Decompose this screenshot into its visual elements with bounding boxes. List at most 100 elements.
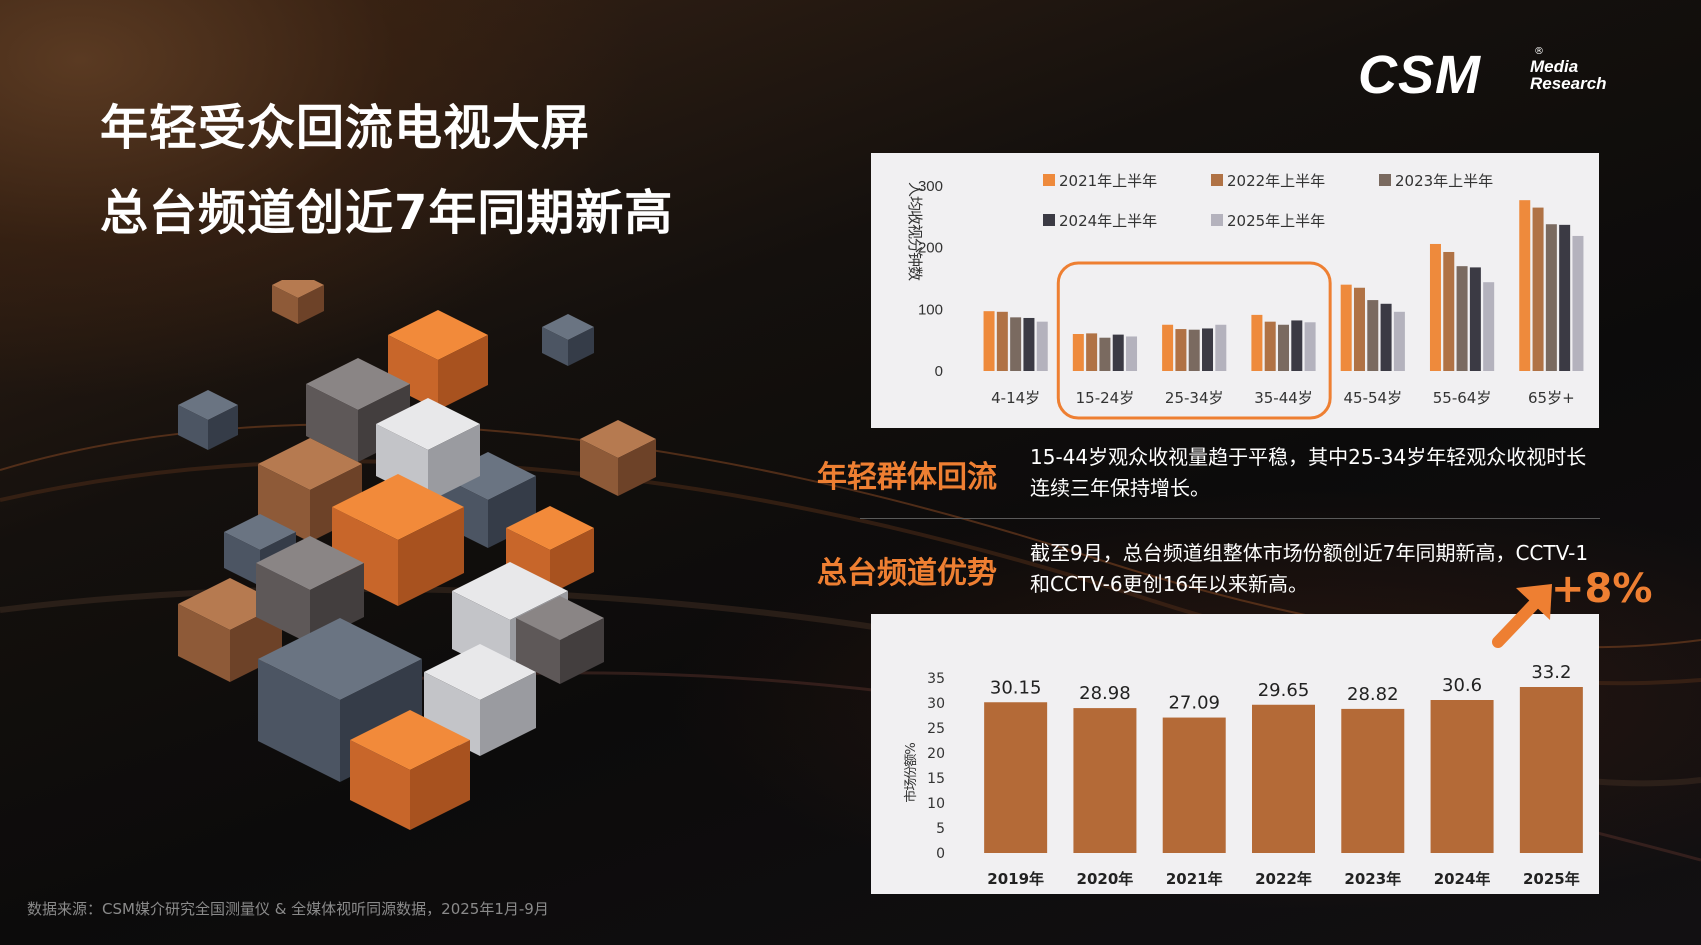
cube-0 <box>272 280 324 324</box>
bar <box>1126 336 1138 371</box>
section-divider <box>860 518 1600 519</box>
section-label-cmg-advantage: 总台频道优势 <box>817 556 997 591</box>
y-axis-label: 人均收视分钟数 <box>906 182 924 281</box>
bar <box>1367 300 1379 371</box>
y-tick-label: 10 <box>927 796 945 812</box>
data-label: 30.6 <box>1442 675 1482 696</box>
bar <box>983 311 995 371</box>
data-label: 30.15 <box>990 677 1042 698</box>
market-share-chart: 0 5 10 15 20 25 30 35 市场份额% 30.15 2019年 28.98 2020年 2… <box>903 662 1583 888</box>
y-tick-label: 300 <box>918 178 943 195</box>
x-tick-label: 55-64岁 <box>1433 389 1492 407</box>
bar <box>996 311 1008 371</box>
cube-left <box>178 604 230 682</box>
cube-right <box>398 507 464 606</box>
cube-11 <box>332 474 464 606</box>
y-tick-label: 100 <box>918 301 943 318</box>
data-label: 29.65 <box>1258 680 1310 701</box>
bar <box>1251 314 1263 371</box>
cube-left <box>178 405 208 450</box>
section-text-young-return: 15-44岁观众收视量趋于平稳，其中25-34岁年轻观众收视时长连续三年保持增长… <box>1030 445 1587 500</box>
cube-left <box>580 439 618 496</box>
bar <box>1545 224 1557 371</box>
cube-left <box>224 532 260 586</box>
x-tick-label: 2019年 <box>987 870 1044 888</box>
csm-logo: CSM ® Media Research <box>1358 44 1618 105</box>
cube-left <box>542 327 568 366</box>
bar <box>1215 324 1227 371</box>
cube-4 <box>388 310 488 410</box>
bar <box>1340 284 1352 371</box>
cube-right <box>438 335 488 410</box>
cube-left <box>258 659 340 782</box>
x-tick-label: 25-34岁 <box>1165 389 1224 407</box>
bar <box>1353 287 1365 371</box>
bar <box>1519 200 1531 371</box>
logo-sub-research: Research <box>1530 74 1607 93</box>
legend-item: 2025年上半年 <box>1211 212 1325 230</box>
x-tick-label: 2024年 <box>1434 870 1491 888</box>
section-label-young-return: 年轻群体回流 <box>817 460 997 495</box>
legend-item: 2021年上半年 <box>1043 172 1157 190</box>
bar <box>1162 324 1174 371</box>
legend-swatch <box>1211 174 1223 186</box>
x-tick-label: 35-44岁 <box>1254 389 1313 407</box>
cube-right <box>560 618 604 684</box>
bar <box>1430 700 1494 853</box>
bar <box>1072 334 1084 371</box>
bar <box>1304 322 1316 371</box>
legend-label: 2025年上半年 <box>1227 212 1325 230</box>
bar <box>1086 333 1098 371</box>
bar <box>1264 321 1276 371</box>
y-tick-label: 5 <box>936 821 945 837</box>
legend-label: 2023年上半年 <box>1395 172 1493 190</box>
data-label: 28.98 <box>1079 683 1131 704</box>
bar <box>1073 708 1137 853</box>
cube-right <box>410 740 470 830</box>
legend-label: 2021年上半年 <box>1059 172 1157 190</box>
market-share-chart-panel: 0 5 10 15 20 25 30 35 市场份额% 30.15 2019年 28.98 2020年 2… <box>871 614 1599 894</box>
section-text-cmg-advantage: 截至9月，总台频道组整体市场份额创近7年同期新高，CCTV-1和CCTV-6更创… <box>1030 541 1589 596</box>
legend-item: 2024年上半年 <box>1043 212 1157 230</box>
cubes-illustration <box>178 280 656 830</box>
x-tick-label: 2022年 <box>1255 870 1312 888</box>
age-viewing-chart-panel: 0 100 200 300 人均收视分钟数 4-14岁 15-24岁 25-34岁 35-44岁… <box>871 153 1599 428</box>
y-tick-label: 0 <box>935 363 943 380</box>
cube-left <box>256 563 310 644</box>
bar <box>1112 334 1124 371</box>
x-tick-label: 45-54岁 <box>1343 389 1402 407</box>
highlight-box <box>1056 261 1332 420</box>
bar <box>1252 704 1315 853</box>
growth-arrow-icon <box>1492 584 1552 648</box>
bar <box>1380 303 1392 371</box>
bar <box>1175 329 1187 371</box>
legend-swatch <box>1043 214 1055 226</box>
legend-swatch <box>1211 214 1223 226</box>
bar <box>1023 317 1035 371</box>
logo-main-text: CSM <box>1358 45 1481 105</box>
y-tick-label: 25 <box>927 721 945 737</box>
bar <box>1036 321 1048 371</box>
cube-right <box>618 439 656 496</box>
bar <box>1341 708 1405 853</box>
x-tick-label: 2025年 <box>1523 870 1580 888</box>
legend-label: 2024年上半年 <box>1059 212 1157 230</box>
bar <box>1291 320 1303 371</box>
bar <box>1559 224 1571 371</box>
cube-2 <box>178 390 238 450</box>
y-tick-label: 15 <box>927 771 945 787</box>
bar <box>1429 243 1441 371</box>
logo-registered-mark: ® <box>1534 46 1544 57</box>
legend-label: 2022年上半年 <box>1227 172 1325 190</box>
bar <box>1572 235 1584 371</box>
cube-right <box>568 327 594 366</box>
cube-right <box>550 528 594 594</box>
x-tick-label: 2023年 <box>1344 870 1401 888</box>
y-tick-label: 200 <box>918 240 943 257</box>
x-tick-label: 2021年 <box>1166 870 1223 888</box>
cube-18 <box>350 710 470 830</box>
legend-item: 2023年上半年 <box>1379 172 1493 190</box>
y-tick-label: 0 <box>936 846 945 862</box>
bar <box>1099 337 1111 371</box>
